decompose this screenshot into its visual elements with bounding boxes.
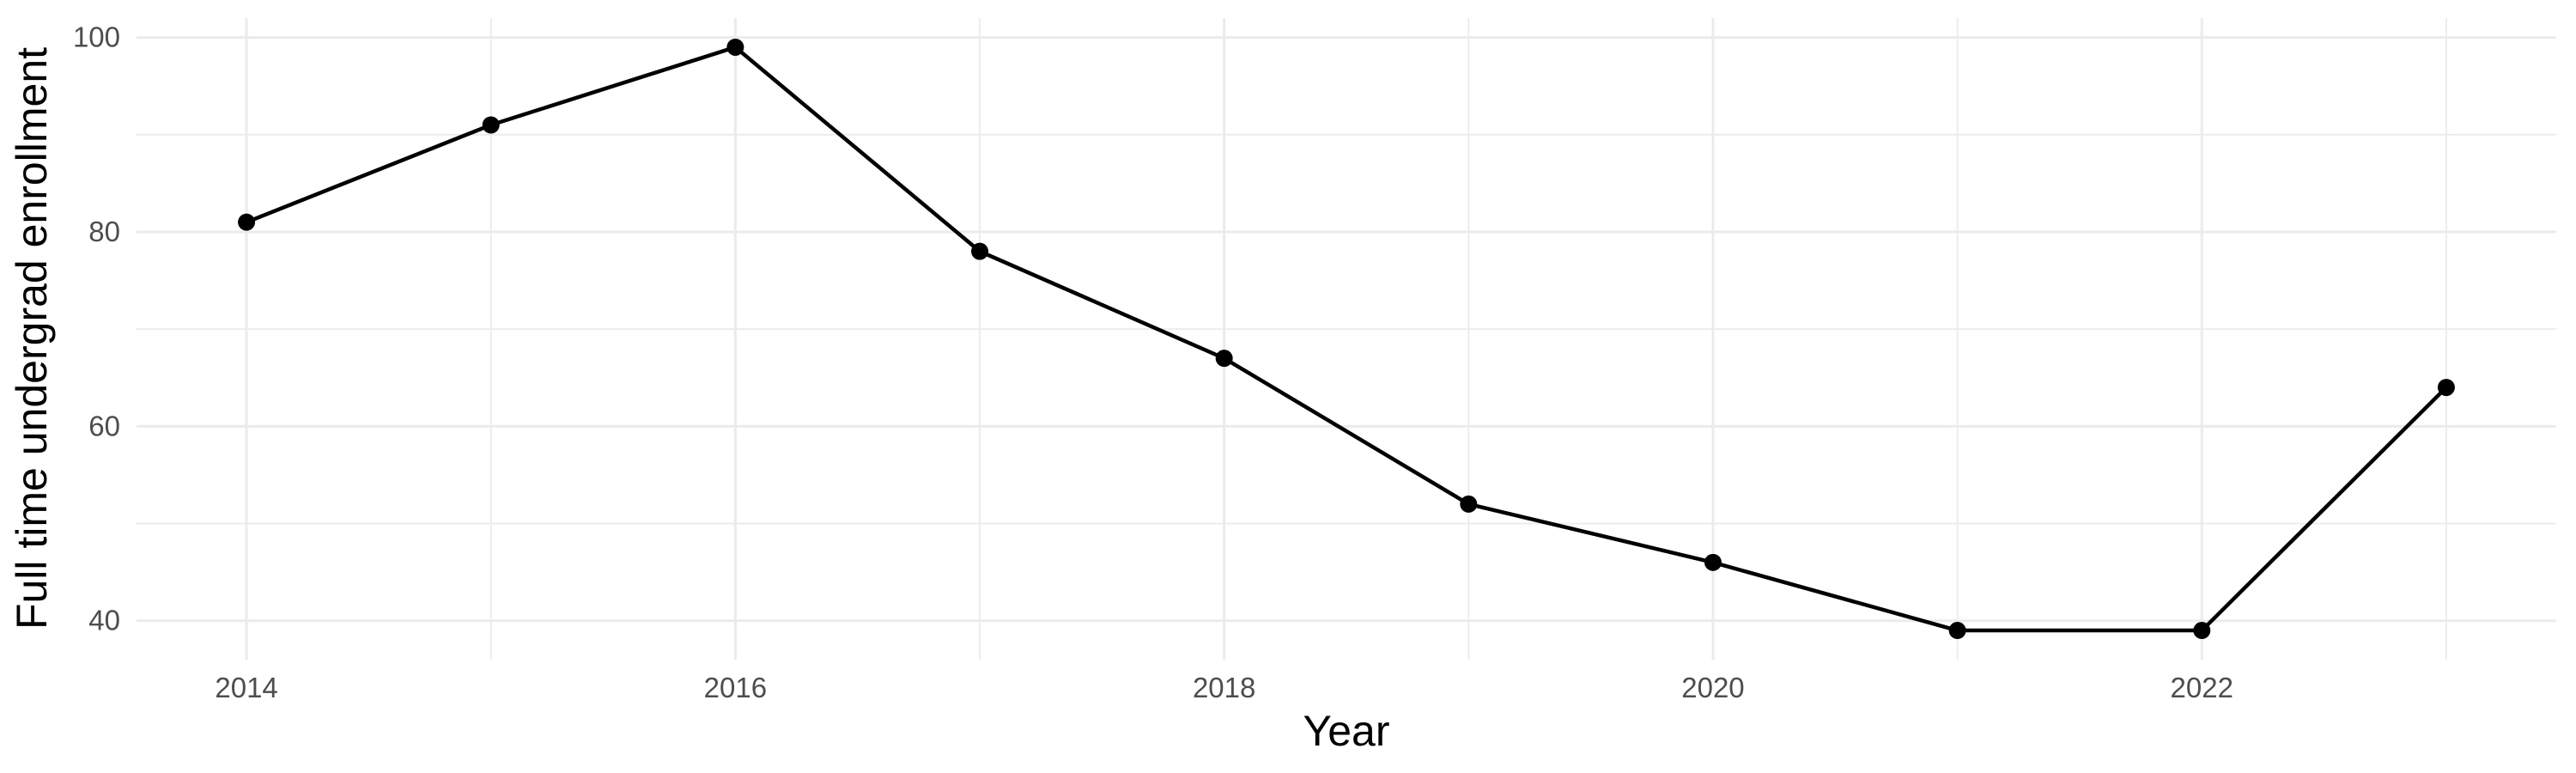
data-series-layer bbox=[238, 38, 2455, 640]
x-axis-title: Year bbox=[1303, 707, 1389, 755]
data-point bbox=[1704, 553, 1722, 571]
data-point bbox=[2437, 379, 2455, 397]
data-point bbox=[238, 213, 256, 231]
x-tick-label: 2022 bbox=[2171, 672, 2233, 703]
data-point bbox=[1948, 622, 1966, 640]
data-point bbox=[971, 242, 989, 260]
data-point bbox=[726, 38, 744, 56]
y-axis-tick-labels: 40 60 80 100 bbox=[73, 21, 120, 636]
gridlines-minor bbox=[137, 18, 2556, 660]
data-line bbox=[244, 45, 2449, 633]
y-tick-label: 40 bbox=[88, 605, 120, 636]
y-tick-label: 80 bbox=[88, 216, 120, 247]
y-tick-label: 60 bbox=[88, 410, 120, 441]
x-tick-label: 2014 bbox=[215, 672, 277, 703]
x-tick-label: 2020 bbox=[1681, 672, 1744, 703]
x-axis-tick-labels: 2014 2016 2018 2020 2022 bbox=[215, 672, 2233, 703]
data-point bbox=[2193, 622, 2211, 640]
data-point bbox=[1215, 350, 1233, 368]
gridlines-major bbox=[137, 18, 2556, 660]
y-tick-label: 100 bbox=[73, 21, 120, 53]
x-tick-label: 2018 bbox=[1193, 672, 1255, 703]
y-axis-title: Full time undergrad enrollment bbox=[8, 47, 56, 630]
x-tick-label: 2016 bbox=[704, 672, 767, 703]
data-point bbox=[482, 116, 500, 134]
data-point bbox=[1460, 495, 1478, 513]
